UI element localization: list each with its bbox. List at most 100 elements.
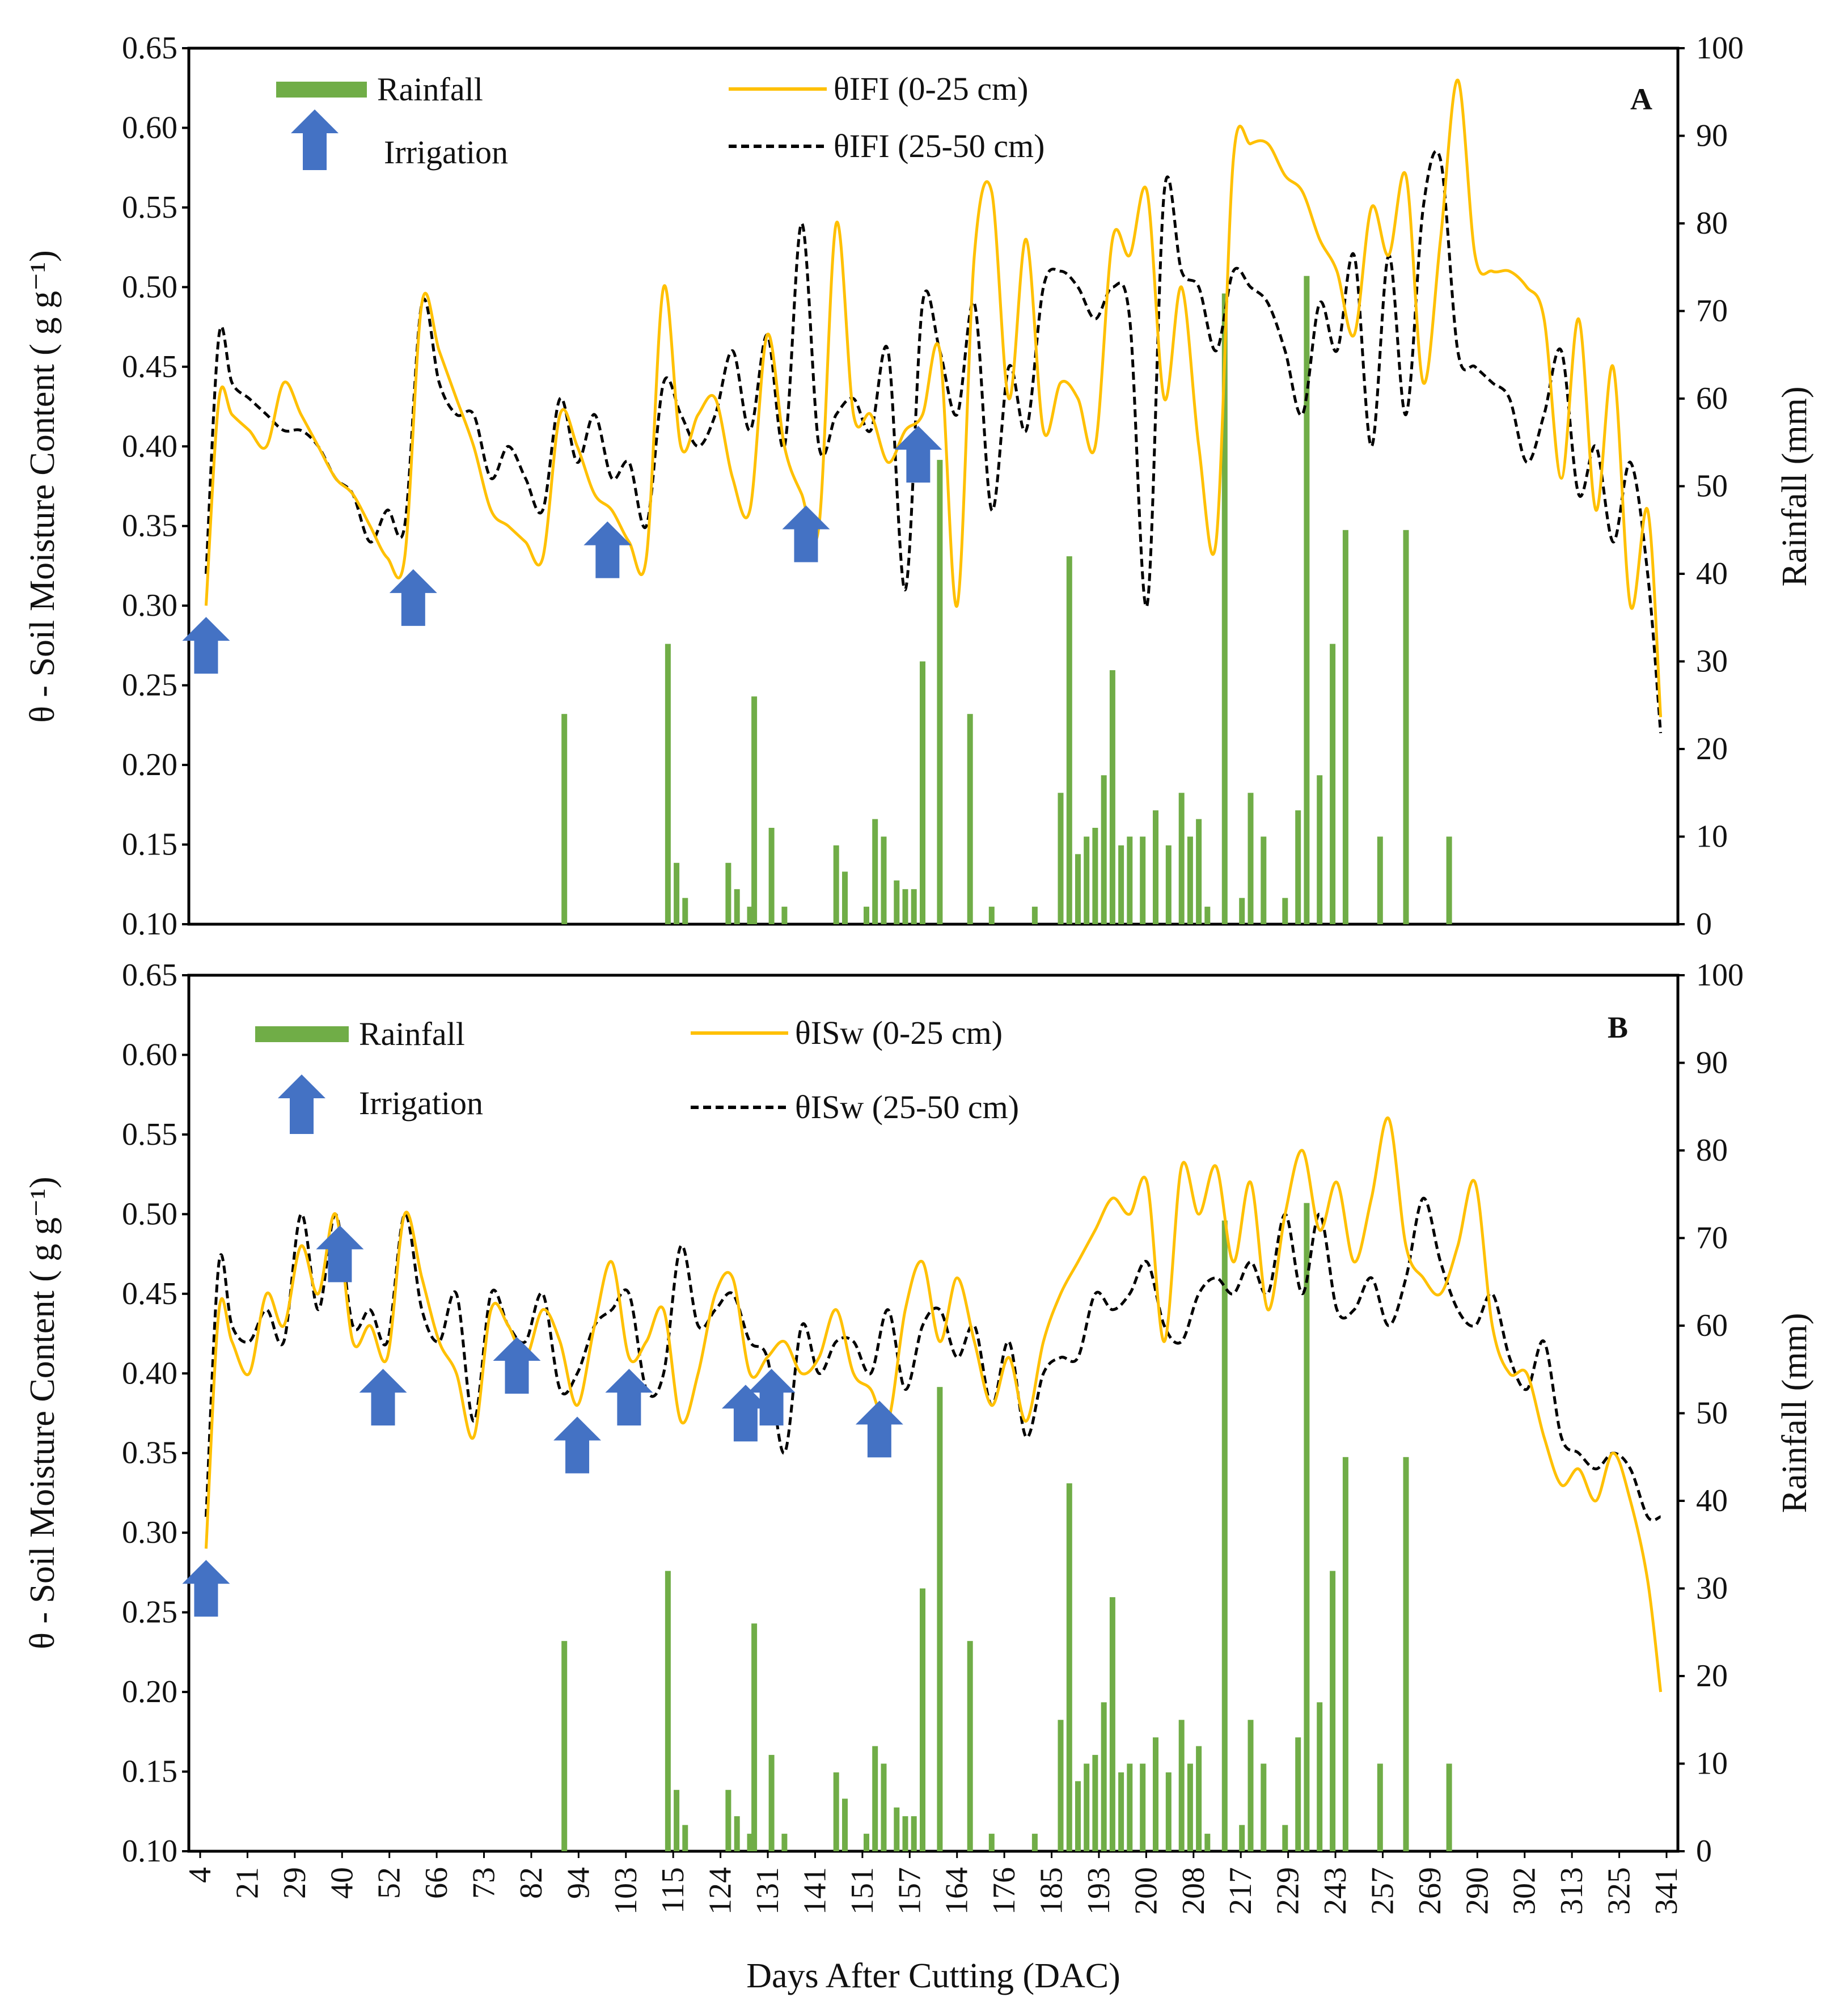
x-tick-label: 4 — [183, 1867, 218, 1883]
y-right-tick-label: 10 — [1696, 1746, 1728, 1782]
x-tick-label: 29 — [277, 1867, 312, 1899]
rainfall-bar — [911, 1816, 917, 1851]
legend-irrigation-arrow-icon — [278, 1074, 325, 1134]
y-left-tick-label: 0.45 — [122, 1276, 177, 1311]
rainfall-bar — [1118, 845, 1124, 924]
y-axis-label-right-a: Rainfall (mm) — [1775, 387, 1814, 587]
x-axis-label: Days After Cutting (DAC) — [746, 1957, 1120, 1995]
y-left-tick-label: 0.50 — [122, 269, 177, 304]
rainfall-bar — [751, 696, 758, 924]
x-tick-label: 103 — [608, 1867, 644, 1915]
rainfall-bar — [967, 1641, 973, 1851]
x-tick-label: 21 — [230, 1867, 265, 1899]
x-tick-label: 73 — [467, 1867, 502, 1899]
legend-rainfall-swatch — [276, 82, 367, 98]
rainfall-bar — [1221, 1220, 1228, 1851]
y-right-tick-label: 90 — [1696, 119, 1728, 154]
y-right-tick-label: 80 — [1696, 1133, 1728, 1168]
x-tick-label: 94 — [561, 1867, 596, 1899]
rainfall-bar — [1317, 775, 1323, 924]
y-left-tick-label: 0.60 — [122, 110, 177, 145]
y-right-tick-label: 50 — [1696, 1396, 1728, 1431]
irrigation-arrow-icon — [583, 521, 632, 578]
panel-b-deep-line-layer — [204, 1196, 1661, 1522]
deep-moisture-line — [204, 1196, 1661, 1522]
x-tick-label: 341 — [1649, 1867, 1684, 1915]
y-right-tick-label: 0 — [1696, 907, 1712, 942]
rainfall-bar — [1403, 530, 1409, 925]
irrigation-arrow-icon — [747, 1369, 796, 1426]
y-left-tick-label: 0.15 — [122, 827, 177, 862]
y-left-tick-label: 0.25 — [122, 1595, 177, 1630]
irrigation-arrow-icon — [316, 1225, 364, 1283]
rainfall-bar — [1092, 1755, 1098, 1851]
y-left-tick-label: 0.65 — [122, 958, 177, 993]
rainfall-bar — [561, 714, 568, 924]
rainfall-bar — [1295, 810, 1301, 924]
legend-shallow-label: θIFI (0-25 cm) — [834, 70, 1028, 107]
rainfall-bar — [842, 871, 848, 924]
rainfall-bar — [1084, 836, 1090, 924]
rainfall-bar — [1403, 1457, 1409, 1852]
irrigation-arrow-icon — [389, 569, 437, 626]
rainfall-bar — [1204, 907, 1211, 924]
y-left-tick-label: 0.30 — [122, 1515, 177, 1550]
panel-a-shallow-line-layer — [204, 78, 1663, 717]
x-tick-label: 243 — [1318, 1867, 1353, 1915]
rainfall-bar — [1342, 530, 1348, 925]
y-left-tick-label: 0.55 — [122, 190, 177, 225]
panel-a-label: A — [1630, 82, 1652, 116]
rainfall-bar — [902, 889, 908, 924]
rainfall-bar — [1247, 793, 1254, 925]
y-axis-label-left-b: θ - Soil Moisture Content ( g g⁻¹) — [23, 1177, 62, 1649]
rainfall-bar — [751, 1623, 758, 1851]
x-tick-label: 82 — [514, 1867, 549, 1899]
rainfall-bar — [1127, 836, 1133, 924]
shallow-moisture-line — [204, 1116, 1663, 1692]
y-right-tick-label: 0 — [1696, 1834, 1712, 1869]
rainfall-bar — [894, 880, 900, 925]
rainfall-bar — [833, 1772, 839, 1851]
rainfall-bar — [1092, 828, 1098, 924]
y-left-tick-label: 0.55 — [122, 1117, 177, 1152]
y-left-tick-label: 0.10 — [122, 1834, 177, 1869]
y-right-tick-label: 60 — [1696, 381, 1728, 416]
panel-b-axis-ticks: 0.10 0.15 0.20 0.25 0.30 0.35 0.40 0.45 0.50 0.55… — [122, 958, 1744, 1869]
rainfall-bar — [1165, 845, 1172, 924]
panel-a-rainfall-bars — [561, 276, 1452, 925]
rainfall-bar — [1247, 1720, 1254, 1852]
rainfall-bar — [1031, 1834, 1038, 1851]
rainfall-bar — [1196, 819, 1202, 924]
rainfall-bar — [1330, 1571, 1336, 1851]
rainfall-bar — [1118, 1772, 1124, 1851]
rainfall-bar — [1127, 1763, 1133, 1851]
panel-a: 0.10 0.15 0.20 0.25 0.30 0.35 0.40 0.45 0.50 0.55… — [122, 31, 1744, 942]
y-left-tick-label: 0.40 — [122, 1356, 177, 1391]
rainfall-bar — [1153, 810, 1158, 924]
panel-b-x-tick-labels: 4 21 29 40 52 66 73 82 94 103 115 124 131 141 151 157 16… — [183, 1851, 1684, 1915]
panel-a-irrigation-markers — [182, 426, 942, 674]
y-left-tick-label: 0.50 — [122, 1196, 177, 1232]
rainfall-bar — [1178, 1720, 1185, 1852]
rainfall-bar — [1075, 1781, 1081, 1851]
panel-b-shallow-line-layer — [204, 1116, 1663, 1692]
rainfall-bar — [1377, 836, 1383, 924]
x-tick-label: 66 — [419, 1867, 454, 1899]
panel-b-rainfall-bars — [561, 1203, 1452, 1852]
rainfall-bar — [911, 889, 917, 924]
y-left-tick-label: 0.35 — [122, 1436, 177, 1471]
x-tick-label: 157 — [892, 1867, 927, 1915]
x-tick-label: 124 — [703, 1867, 738, 1915]
rainfall-bar — [665, 1571, 671, 1851]
rainfall-bar — [1187, 1763, 1193, 1851]
x-tick-label: 302 — [1507, 1867, 1542, 1915]
rainfall-bar — [768, 1755, 775, 1851]
y-left-tick-label: 0.65 — [122, 31, 177, 66]
rainfall-bar — [1066, 556, 1072, 924]
rainfall-bar — [967, 714, 973, 924]
rainfall-bar — [1058, 1720, 1064, 1852]
panel-b-irrigation-markers — [182, 1225, 903, 1617]
x-tick-label: 193 — [1081, 1867, 1117, 1915]
panel-b: 0.10 0.15 0.20 0.25 0.30 0.35 0.40 0.45 0.50 0.55… — [122, 958, 1744, 1915]
y-right-tick-label: 100 — [1696, 958, 1744, 993]
